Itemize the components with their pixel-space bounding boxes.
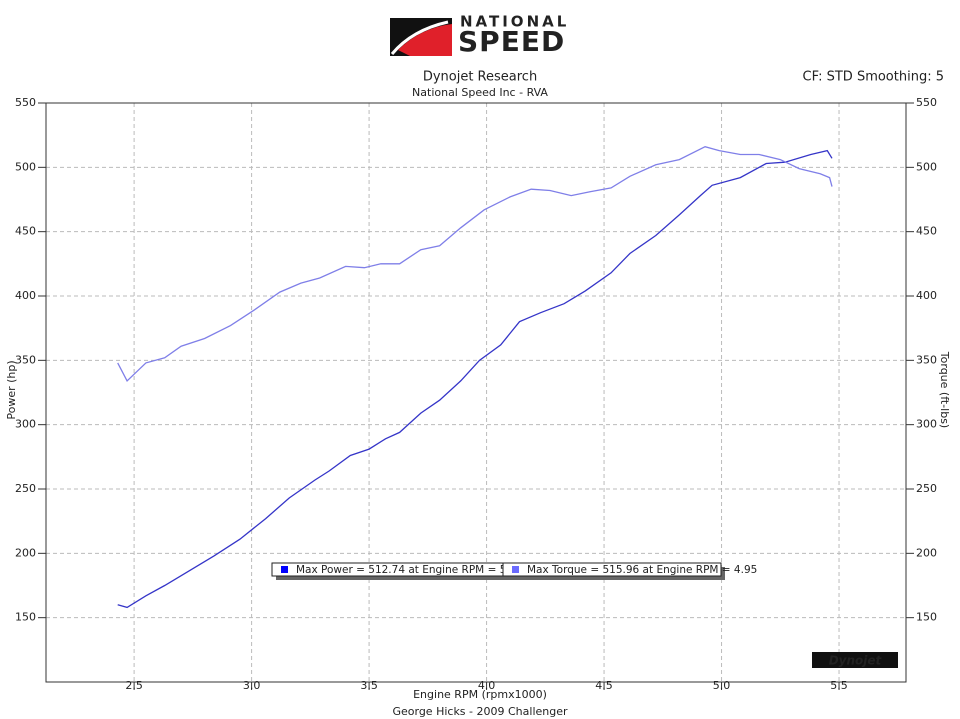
y2-tick-label: 250	[916, 482, 937, 495]
series-line	[117, 146, 833, 382]
x-tick-label: 3.0	[243, 679, 261, 692]
y2-tick-label: 200	[916, 546, 937, 559]
y-tick-label: 400	[15, 289, 36, 302]
y-tick-label: 350	[15, 353, 36, 366]
logo: NATIONAL SPEED	[390, 13, 569, 58]
chart-title: Dynojet Research	[423, 70, 537, 85]
x-tick-label: 4.5	[595, 679, 613, 692]
x-axis-label: Engine RPM (rpmx1000)	[413, 688, 547, 701]
y-tick-label: 300	[15, 418, 36, 431]
y-tick-label: 150	[15, 611, 36, 624]
y2-tick-label: 550	[916, 96, 937, 109]
y-axis-label: Power (hp)	[5, 360, 18, 419]
legend-text: Max Power = 512.74 at Engine RPM = 5.45	[296, 564, 523, 576]
x-tick-label: 5.0	[713, 679, 731, 692]
legend-swatch	[281, 566, 288, 573]
y2-tick-label: 500	[916, 160, 937, 173]
y-tick-label: 450	[15, 225, 36, 238]
logo-stripe	[390, 20, 449, 55]
y-tick-label: 250	[15, 482, 36, 495]
chart-subtitle: National Speed Inc - RVA	[412, 86, 548, 99]
x-tick-label: 2.5	[125, 679, 143, 692]
y2-axis-label: Torque (ft-lbs)	[938, 351, 951, 428]
y-tick-label: 200	[15, 546, 36, 559]
footer: George Hicks - 2009 Challenger	[392, 705, 568, 718]
y2-tick-label: 300	[916, 418, 937, 431]
legend-text: Max Torque = 515.96 at Engine RPM = 4.95	[527, 564, 757, 576]
plot-frame	[45, 102, 907, 683]
x-tick-label: 5.5	[830, 679, 848, 692]
x-tick-label: 3.5	[360, 679, 378, 692]
y2-tick-label: 150	[916, 611, 937, 624]
watermark-badge	[812, 652, 898, 668]
y2-tick-label: 400	[916, 289, 937, 302]
y-tick-label: 550	[15, 96, 36, 109]
corner-note: CF: STD Smoothing: 5	[803, 70, 944, 85]
series-line	[117, 149, 833, 609]
legend-box	[502, 562, 722, 577]
logo-text: SPEED	[458, 25, 565, 58]
y-tick-label: 500	[15, 160, 36, 173]
logo-text: NATIONAL	[460, 13, 569, 31]
watermark-text: Dynojet	[829, 654, 883, 668]
legend-swatch	[512, 566, 519, 573]
y2-tick-label: 350	[916, 353, 937, 366]
y2-tick-label: 450	[916, 225, 937, 238]
watermark: Dynojet	[812, 652, 898, 668]
x-tick-label: 4.0	[478, 679, 496, 692]
logo-swoosh	[398, 24, 452, 56]
